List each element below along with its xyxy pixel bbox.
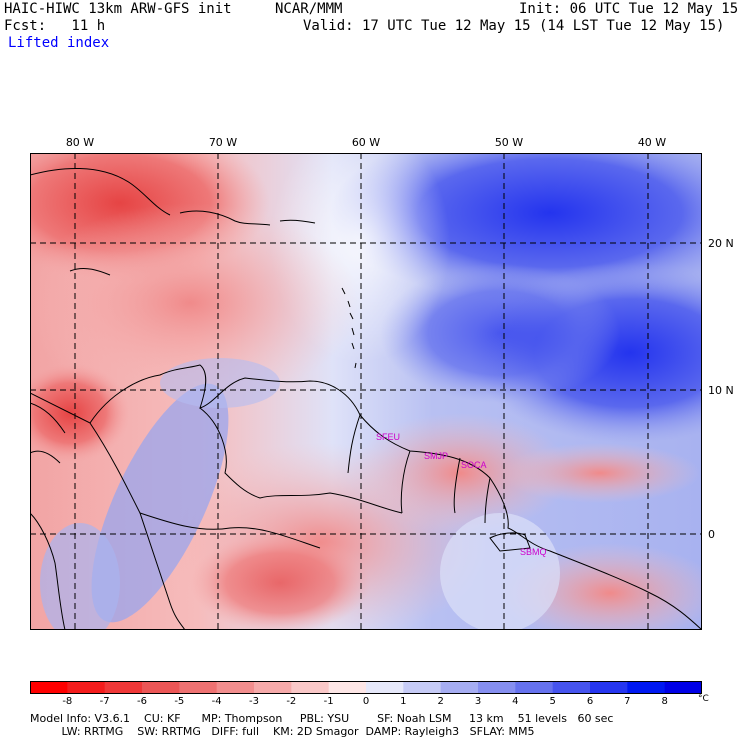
lon-label-70w: 70 W [208, 136, 238, 149]
model-info-line-1: Model Info: V3.6.1 CU: KF MP: Thompson P… [30, 712, 614, 725]
colorbar-tick-label: 0 [362, 696, 370, 707]
colorbar-tick-label: -7 [99, 696, 110, 707]
colorbar-swatch [216, 681, 255, 694]
station-markers: SFEU SMJP SOCA SBMQ [376, 432, 547, 557]
lat-label-0: 0 [708, 528, 715, 541]
organization-label: NCAR/MMM [275, 1, 343, 17]
run-title: HAIC-HIWC 13km ARW-GFS init [4, 1, 232, 17]
colorbar-swatch [291, 681, 330, 694]
lon-label-80w: 80 W [65, 136, 95, 149]
lat-label-20n: 20 N [708, 237, 734, 250]
station-sbmq: SBMQ [520, 547, 547, 557]
colorbar-tick-label: -8 [62, 696, 73, 707]
lon-label-50w: 50 W [494, 136, 524, 149]
colorbar-frame [30, 681, 702, 694]
colorbar-swatch [179, 681, 218, 694]
field-name: Lifted index [8, 35, 110, 51]
colorbar-tick-label: 2 [437, 696, 444, 707]
station-sfeu: SFEU [376, 432, 400, 442]
colorbar-swatch [30, 681, 68, 694]
colorbar-swatch [590, 681, 628, 694]
colorbar-tick-label: 6 [586, 696, 594, 707]
colorbar-swatch [254, 681, 292, 694]
colorbar-swatch [142, 681, 180, 694]
colorbar-tick-label: 8 [661, 696, 668, 707]
colorbar-tick-label: -5 [174, 696, 185, 707]
colorbar-swatch [515, 681, 554, 694]
lifted-index-map: SFEU SMJP SOCA SBMQ [30, 153, 702, 630]
colorbar-tick-label: -6 [137, 696, 147, 707]
map-frame [30, 153, 702, 630]
colorbar-tick-label: 4 [512, 696, 519, 707]
colorbar-swatch [664, 681, 702, 694]
colorbar-tick-label: -3 [249, 696, 259, 707]
lat-label-10n: 10 N [708, 384, 734, 397]
colorbar-swatch [627, 681, 666, 694]
colorbar-swatch [403, 681, 442, 694]
coastlines [30, 167, 702, 630]
colorbar-tick-label: -4 [211, 696, 222, 707]
colorbar-swatch [366, 681, 404, 694]
station-smjp: SMJP [424, 451, 448, 461]
colorbar-unit: °C [698, 694, 709, 704]
colorbar-swatch [328, 681, 367, 694]
station-soca: SOCA [461, 460, 487, 470]
colorbar-swatch [67, 681, 106, 694]
colorbar-swatch [478, 681, 516, 694]
colorbar-tick-label: 5 [549, 696, 556, 707]
colorbar-swatch [440, 681, 479, 694]
colorbar-swatch [552, 681, 591, 694]
colorbar-swatch [104, 681, 143, 694]
init-time: Init: 06 UTC Tue 12 May 15 [519, 1, 739, 17]
colorbar-tick-label: 3 [474, 696, 482, 707]
lon-label-60w: 60 W [351, 136, 381, 149]
colorbar-tick-label: 1 [400, 696, 407, 707]
colorbar-tick-label: -1 [323, 696, 334, 707]
lon-label-40w: 40 W [637, 136, 667, 149]
colorbar [30, 681, 702, 694]
model-info-line-2: LW: RRTMG SW: RRTMG DIFF: full KM: 2D Sm… [30, 725, 535, 738]
colorbar-tick-label: -2 [286, 696, 297, 707]
forecast-hour: Fcst: 11 h [4, 18, 106, 34]
grid-lines [30, 153, 702, 630]
colorbar-tick-label: 7 [624, 696, 631, 707]
valid-time: Valid: 17 UTC Tue 12 May 15 (14 LST Tue … [303, 18, 725, 34]
lifted-index-field [30, 153, 702, 630]
